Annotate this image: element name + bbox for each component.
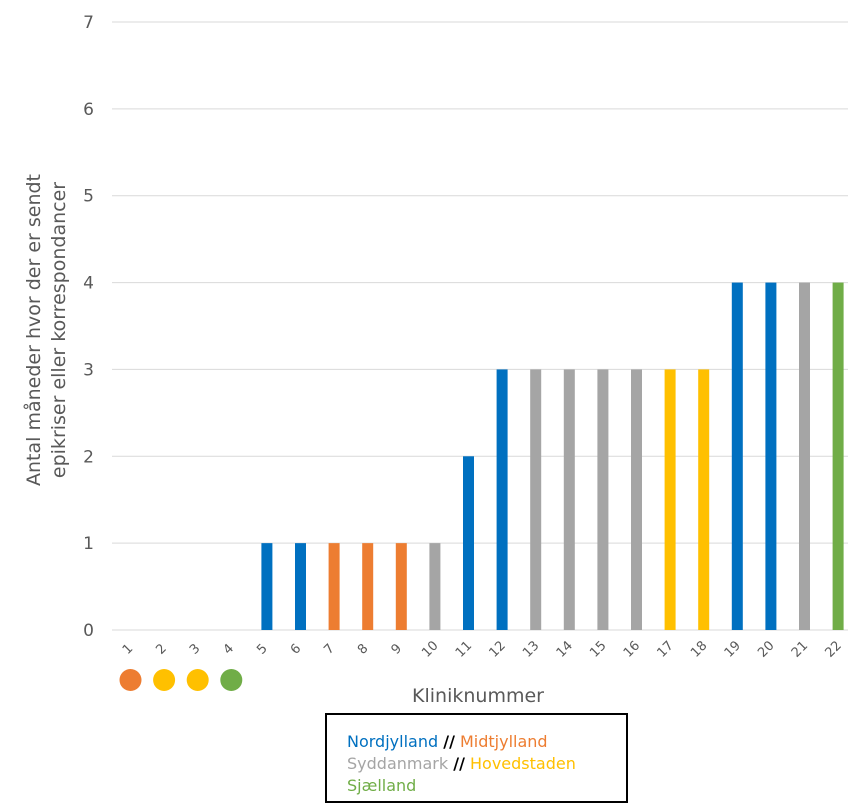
x-tick-label: 5 (254, 641, 270, 657)
x-tick-label: 22 (822, 638, 844, 660)
legend-nordjylland: Nordjylland (347, 732, 439, 751)
bar-klinik-14 (563, 369, 575, 630)
zero-marker-klinik-1 (119, 669, 142, 691)
legend-syddanmark: Syddanmark (347, 754, 449, 773)
legend-hovedstaden: Hovedstaden (470, 754, 576, 773)
y-tick-label: 7 (83, 13, 94, 33)
bar-klinik-17 (664, 369, 676, 630)
bar-klinik-6 (295, 543, 306, 630)
x-tick-label: 12 (486, 638, 508, 660)
x-tick-label: 2 (153, 641, 169, 657)
bar-klinik-20 (765, 282, 777, 630)
x-tick-label: 19 (722, 638, 744, 660)
y-axis-label-line1: Antal måneder hvor der er sendt (22, 174, 45, 486)
legend-separator: // (443, 732, 455, 751)
x-tick-label: 15 (587, 638, 609, 660)
bars (261, 282, 844, 630)
x-tick-label: 16 (621, 638, 643, 660)
legend-midtjylland: Midtjylland (460, 732, 548, 751)
y-tick-label: 1 (83, 534, 94, 554)
y-tick-label: 2 (83, 447, 94, 467)
y-tick-label: 5 (83, 187, 94, 207)
y-tick-label: 6 (83, 100, 94, 120)
gridlines (112, 21, 848, 631)
zero-value-markers (119, 669, 243, 691)
x-tick-label: 13 (520, 638, 542, 660)
x-tick-label: 17 (654, 638, 676, 660)
bar-klinik-9 (395, 543, 407, 630)
x-tick-label: 10 (419, 638, 441, 660)
bar-klinik-5 (261, 543, 273, 630)
y-tick-label: 4 (83, 274, 94, 294)
x-tick-label: 4 (221, 641, 237, 657)
bar-klinik-7 (328, 543, 340, 630)
legend-separator: // (453, 754, 465, 773)
bar-klinik-18 (698, 369, 710, 630)
bar-klinik-8 (362, 543, 374, 630)
y-tick-labels: 0 1 2 3 4 5 6 7 (83, 13, 94, 641)
zero-marker-klinik-2 (153, 669, 176, 691)
x-tick-labels: 1 2 3 4 5 6 7 8 9 10 11 12 13 14 15 16 17 18 19 20 21 22 (120, 638, 845, 660)
bar-klinik-15 (597, 369, 609, 630)
x-tick-label: 20 (755, 638, 777, 660)
bar-klinik-10 (429, 543, 441, 630)
bar-klinik-13 (530, 369, 542, 630)
bar-klinik-12 (496, 369, 508, 630)
bar-klinik-19 (731, 282, 743, 630)
x-tick-label: 7 (321, 641, 337, 657)
legend-line-2: Syddanmark // Hovedstaden (347, 753, 626, 775)
y-tick-label: 0 (83, 621, 94, 641)
x-tick-label: 11 (453, 638, 475, 660)
x-tick-label: 3 (187, 641, 203, 657)
x-tick-label: 18 (688, 638, 710, 660)
x-tick-label: 14 (554, 638, 576, 660)
x-tick-label: 8 (355, 641, 371, 657)
zero-marker-klinik-4 (220, 669, 243, 691)
bar-klinik-22 (832, 282, 844, 630)
legend-line-3: Sjælland (347, 775, 626, 797)
bar-klinik-11 (463, 456, 474, 630)
x-tick-label: 9 (389, 641, 405, 657)
legend: Nordjylland // Midtjylland Syddanmark //… (325, 713, 628, 803)
x-axis-label: Kliniknummer (412, 685, 544, 707)
legend-line-1: Nordjylland // Midtjylland (347, 731, 626, 753)
legend-sjaelland: Sjælland (347, 776, 417, 795)
x-tick-label: 1 (120, 641, 136, 657)
y-axis-label-line2: epikriser eller korrespondancer (48, 182, 70, 478)
bar-klinik-21 (799, 282, 810, 630)
x-tick-label: 21 (789, 638, 811, 660)
y-tick-label: 3 (83, 360, 94, 380)
zero-marker-klinik-3 (186, 669, 209, 691)
x-tick-label: 6 (288, 641, 304, 657)
bar-klinik-16 (631, 369, 642, 630)
